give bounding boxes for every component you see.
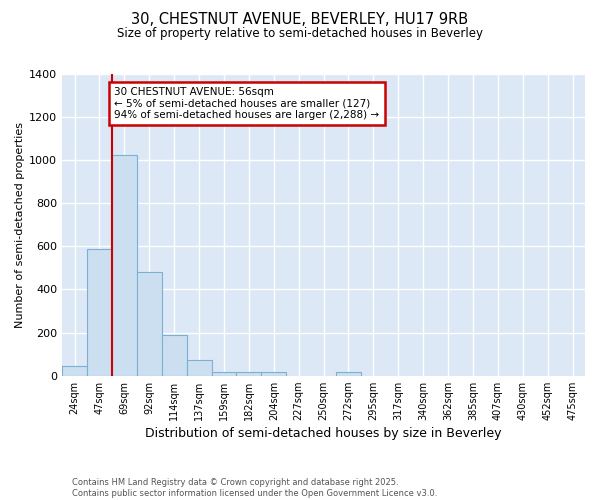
Bar (112, 155, 137, 376)
Bar (262, 372, 286, 376)
Text: Contains HM Land Registry data © Crown copyright and database right 2025.
Contai: Contains HM Land Registry data © Crown c… (72, 478, 437, 498)
Bar (137, 272, 162, 376)
Bar (336, 372, 361, 376)
Y-axis label: Number of semi-detached properties: Number of semi-detached properties (15, 122, 25, 328)
Text: 30, CHESTNUT AVENUE, BEVERLEY, HU17 9RB: 30, CHESTNUT AVENUE, BEVERLEY, HU17 9RB (131, 12, 469, 28)
Text: 30 CHESTNUT AVENUE: 56sqm
← 5% of semi-detached houses are smaller (127)
94% of : 30 CHESTNUT AVENUE: 56sqm ← 5% of semi-d… (115, 87, 380, 120)
Bar (187, 360, 212, 376)
Bar (212, 372, 236, 376)
X-axis label: Distribution of semi-detached houses by size in Beverley: Distribution of semi-detached houses by … (145, 427, 502, 440)
Text: Size of property relative to semi-detached houses in Beverley: Size of property relative to semi-detach… (117, 28, 483, 40)
Bar (87, 248, 112, 376)
Bar (162, 335, 187, 376)
Bar (62, 366, 87, 376)
Bar (236, 372, 262, 376)
